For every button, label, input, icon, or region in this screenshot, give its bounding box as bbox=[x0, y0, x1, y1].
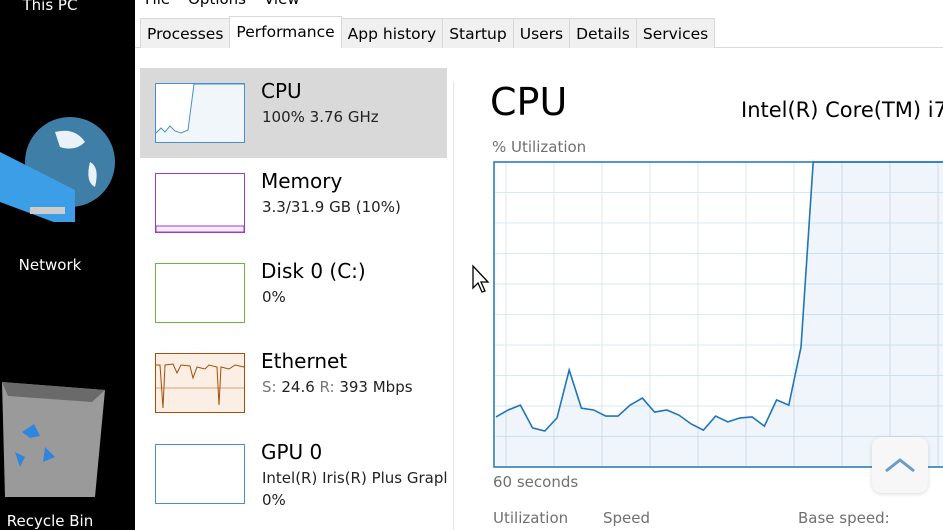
ethernet-summary: S: 24.6 R: 393 Mbps bbox=[262, 378, 413, 396]
memory-summary: 3.3/31.9 GB (10%) bbox=[262, 198, 401, 216]
menu-view[interactable]: View bbox=[264, 0, 300, 8]
menu-options[interactable]: Options bbox=[188, 0, 246, 8]
menu-bar: File Options View bbox=[145, 0, 318, 8]
gpu-label: GPU 0 bbox=[261, 440, 323, 464]
tab-processes[interactable]: Processes bbox=[140, 18, 231, 48]
network-icon[interactable] bbox=[0, 112, 120, 222]
sidebar-item-cpu[interactable]: CPU 100% 3.76 GHz bbox=[140, 68, 447, 158]
desktop-icon-this-pc[interactable]: This PC bbox=[22, 0, 78, 14]
stat-speed-label: Speed bbox=[603, 509, 651, 527]
recycle-bin-icon[interactable] bbox=[0, 372, 110, 502]
tab-performance[interactable]: Performance bbox=[229, 16, 342, 48]
disk-thumbnail bbox=[155, 263, 245, 323]
cpu-label: CPU bbox=[261, 79, 302, 103]
page-title: CPU bbox=[490, 80, 568, 124]
tab-app-history[interactable]: App history bbox=[340, 18, 444, 48]
tab-bar: Processes Performance App history Startu… bbox=[140, 16, 716, 48]
cpu-thumbnail bbox=[155, 83, 245, 143]
panel-divider bbox=[453, 82, 454, 530]
scroll-to-top-button[interactable] bbox=[872, 437, 928, 493]
stat-utilization-label: Utilization bbox=[493, 509, 569, 527]
sidebar-item-gpu[interactable]: GPU 0 Intel(R) Iris(R) Plus Grapl 0% bbox=[140, 429, 448, 519]
ethernet-thumbnail bbox=[155, 353, 245, 413]
gpu-summary: 0% bbox=[262, 491, 286, 509]
utilization-area bbox=[496, 162, 943, 467]
desktop-icon-network-label[interactable]: Network bbox=[18, 256, 82, 274]
tab-users[interactable]: Users bbox=[512, 18, 571, 48]
tab-details[interactable]: Details bbox=[569, 18, 637, 48]
y-axis-label: % Utilization bbox=[492, 138, 587, 156]
menu-file[interactable]: File bbox=[145, 0, 170, 8]
gpu-thumbnail bbox=[155, 444, 245, 504]
sidebar-item-memory[interactable]: Memory 3.3/31.9 GB (10%) bbox=[140, 158, 447, 248]
cpu-model: Intel(R) Core(TM) i7 bbox=[741, 98, 943, 122]
mouse-cursor-icon bbox=[472, 264, 490, 293]
ethernet-label: Ethernet bbox=[261, 349, 348, 373]
cpu-summary: 100% 3.76 GHz bbox=[262, 108, 379, 126]
chevron-up-icon bbox=[885, 458, 915, 473]
desktop: This PC Network Recycle Bin bbox=[0, 0, 135, 530]
plot-border bbox=[493, 161, 943, 468]
stat-base-speed-label: Base speed: bbox=[798, 509, 890, 527]
cpu-utilization-chart bbox=[493, 161, 943, 468]
sidebar-item-ethernet[interactable]: Ethernet S: 24.6 R: 393 Mbps bbox=[140, 338, 447, 428]
disk-label: Disk 0 (C:) bbox=[261, 259, 366, 283]
disk-summary: 0% bbox=[262, 288, 286, 306]
gpu-model: Intel(R) Iris(R) Plus Grapl bbox=[262, 469, 448, 487]
tab-services[interactable]: Services bbox=[635, 18, 716, 48]
task-manager-window: File Options View Processes Performance Ap… bbox=[135, 0, 943, 530]
memory-thumbnail bbox=[155, 173, 245, 233]
memory-label: Memory bbox=[261, 169, 343, 193]
desktop-icon-recycle-bin-label[interactable]: Recycle Bin bbox=[6, 512, 94, 530]
sidebar-item-disk[interactable]: Disk 0 (C:) 0% bbox=[140, 248, 447, 338]
x-axis-label: 60 seconds bbox=[493, 473, 579, 491]
tab-startup[interactable]: Startup bbox=[442, 18, 514, 48]
